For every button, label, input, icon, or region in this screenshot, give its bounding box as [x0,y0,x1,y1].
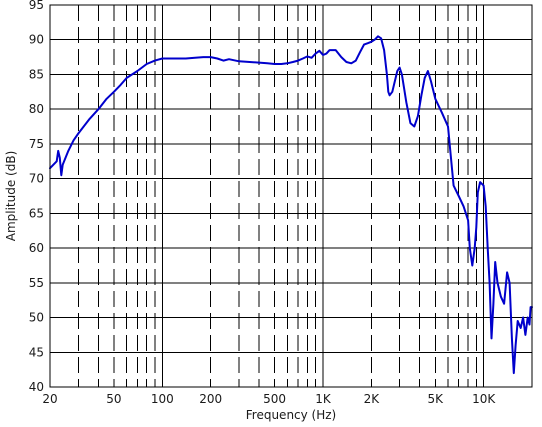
y-axis-title: Amplitude (dB) [4,151,18,242]
y-tick-labels: 40 45 50 55 60 65 70 75 80 85 90 95 [29,0,44,394]
y-tick-label: 40 [29,380,44,394]
plot-frame [49,4,533,388]
y-tick-label: 60 [29,241,44,255]
y-tick-label: 45 [29,345,44,359]
y-tick-label: 85 [29,67,44,81]
x-tick-label: 1K [315,392,332,406]
y-tick-label: 80 [29,102,44,116]
series-line [49,35,533,375]
x-tick-label: 100 [151,392,174,406]
x-tick-label: 2K [364,392,381,406]
y-tick-label: 55 [29,276,44,290]
x-tick-labels: 20 50 100 200 500 1K 2K 5K 10K [42,392,496,406]
x-tick-label: 200 [199,392,222,406]
x-tick-label: 10K [472,392,496,406]
x-tick-label: 5K [428,392,445,406]
y-tick-label: 90 [29,33,44,47]
x-axis-title: Frequency (Hz) [246,408,337,422]
y-tick-label: 50 [29,311,44,325]
x-tick-label: 500 [263,392,286,406]
series-layer [49,35,533,375]
x-tick-label: 50 [106,392,121,406]
y-tick-label: 95 [29,0,44,12]
y-tick-label: 75 [29,137,44,151]
x-tick-label: 20 [42,392,57,406]
y-tick-label: 70 [29,172,44,186]
y-tick-label: 65 [29,206,44,220]
